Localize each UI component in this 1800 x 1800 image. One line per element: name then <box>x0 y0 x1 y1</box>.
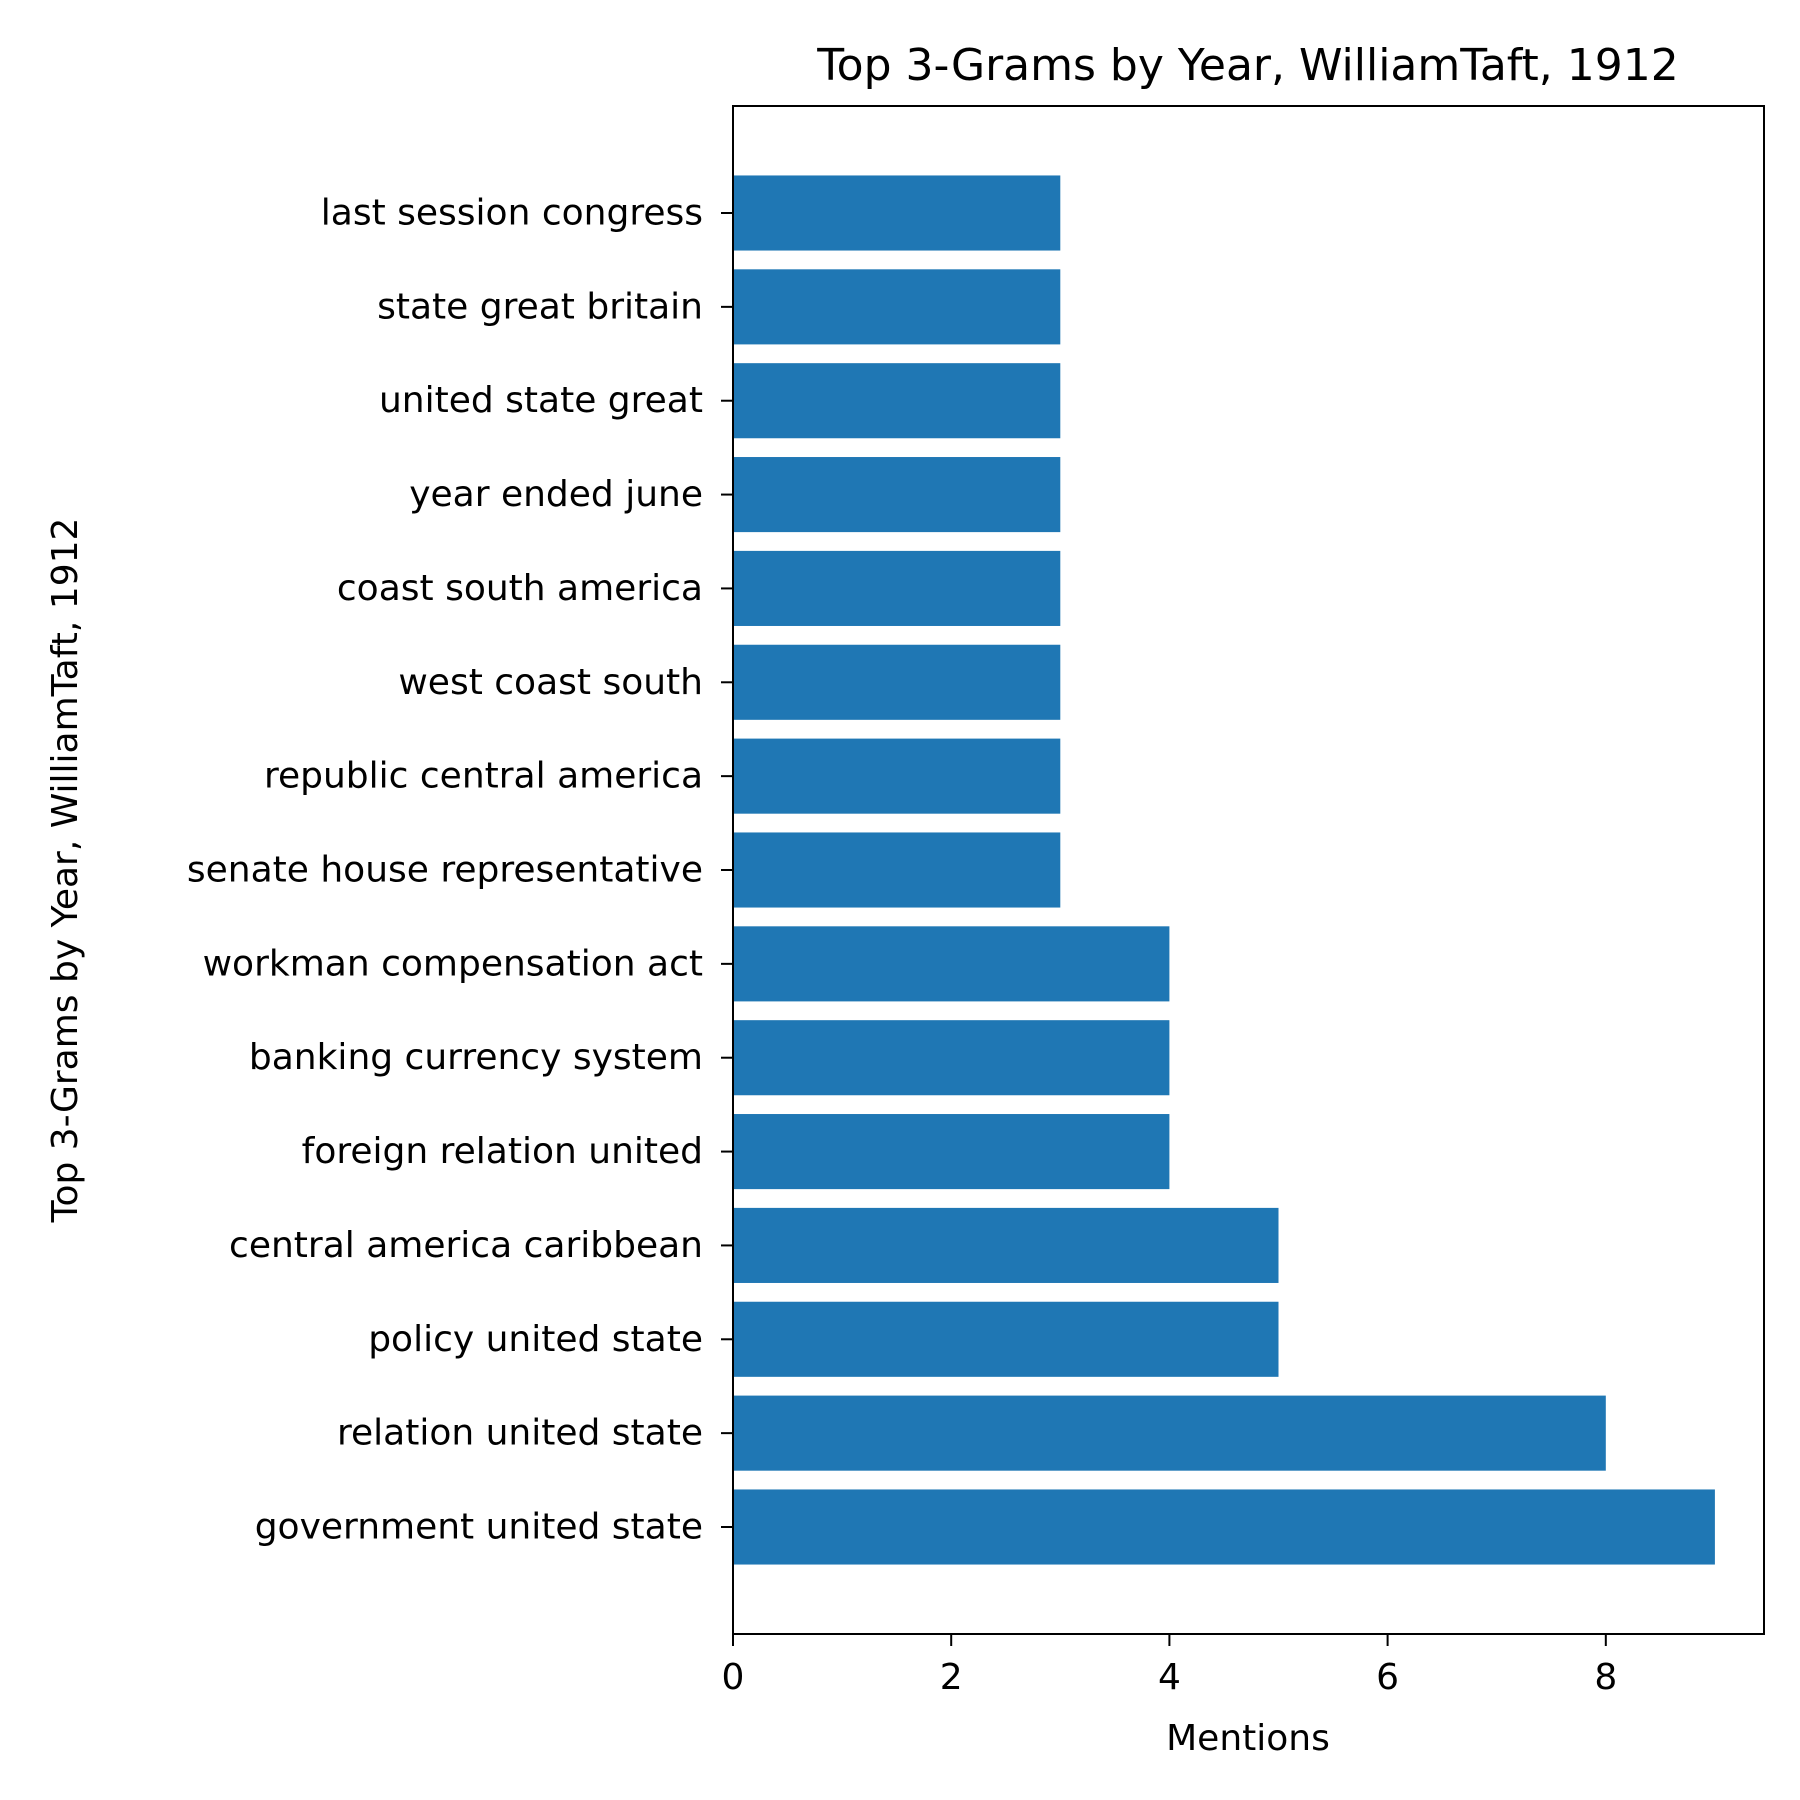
y-tick-label-7: senate house representative <box>187 850 703 891</box>
plot-frame <box>732 105 1765 1635</box>
x-tick-label-4: 8 <box>1594 1657 1617 1698</box>
y-tick-label-4: foreign relation united <box>302 1131 703 1172</box>
y-tick-label-11: year ended june <box>409 474 703 515</box>
y-tick-label-13: state great britain <box>377 286 703 327</box>
y-tick-label-6: workman compensation act <box>203 943 703 984</box>
x-ticks-group: 0 2 4 6 8 <box>722 1634 1617 1698</box>
y-tick-label-1: relation united state <box>337 1413 703 1454</box>
bar-11 <box>733 457 1061 533</box>
x-tick-label-1: 2 <box>940 1657 963 1698</box>
bar-0 <box>733 1489 1715 1565</box>
bar-3 <box>733 1207 1279 1283</box>
y-tick-label-10: coast south america <box>337 568 703 609</box>
bar-2 <box>733 1301 1279 1377</box>
bar-10 <box>733 550 1061 626</box>
y-ticks-group: government united state relation united s… <box>187 193 733 1548</box>
bar-5 <box>733 1020 1170 1096</box>
y-tick-label-8: republic central america <box>264 756 703 797</box>
y-tick-label-5: banking currency system <box>249 1037 703 1078</box>
bar-14 <box>733 175 1061 251</box>
bar-12 <box>733 363 1061 439</box>
y-tick-label-12: united state great <box>379 380 703 421</box>
bars-group <box>733 175 1715 1565</box>
bar-4 <box>733 1114 1170 1190</box>
x-tick-label-3: 6 <box>1376 1657 1399 1698</box>
bar-7 <box>733 832 1061 908</box>
bar-13 <box>733 269 1061 345</box>
y-tick-label-0: government united state <box>255 1507 703 1548</box>
x-tick-label-2: 4 <box>1158 1657 1181 1698</box>
x-tick-label-0: 0 <box>722 1657 745 1698</box>
bar-8 <box>733 738 1061 814</box>
y-axis-label: Top 3-Grams by Year, WilliamTaft, 1912 <box>45 518 86 1224</box>
y-tick-label-9: west coast south <box>398 662 703 703</box>
chart-title: Top 3-Grams by Year, WilliamTaft, 1912 <box>816 40 1678 91</box>
bar-6 <box>733 926 1170 1002</box>
bar-1 <box>733 1395 1606 1471</box>
bar-9 <box>733 644 1061 720</box>
y-tick-label-2: policy united state <box>368 1319 703 1360</box>
y-tick-label-3: central america caribbean <box>229 1225 703 1266</box>
y-tick-label-14: last session congress <box>321 193 703 234</box>
x-axis-label: Mentions <box>1166 1718 1330 1759</box>
